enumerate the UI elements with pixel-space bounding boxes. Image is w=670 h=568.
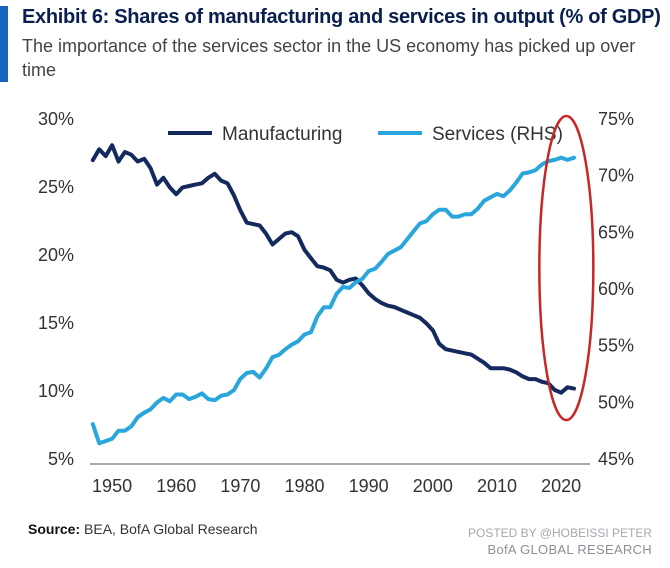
series-line-manufacturing [90,143,576,395]
right-axis-tick-label: 50% [598,392,634,412]
x-axis-tick-label: 2020 [541,476,581,496]
x-axis-tick-label: 1990 [349,476,389,496]
left-axis-tick-label: 30% [38,109,74,129]
x-axis-tick-label: 2000 [413,476,453,496]
left-axis-tick-label: 5% [48,449,74,469]
source-text: BEA, BofA Global Research [84,521,258,537]
left-axis-tick-label: 15% [38,313,74,333]
left-axis-tick-label: 10% [38,381,74,401]
accent-bar [0,6,8,82]
x-axis-tick-label: 1980 [285,476,325,496]
left-axis-tick-label: 25% [38,177,74,197]
legend-label-services: Services (RHS) [432,124,563,145]
watermark-bottom: BofA GLOBAL RESEARCH [487,542,652,557]
x-axis-tick-label: 2010 [477,476,517,496]
chart-subtitle: The importance of the services sector in… [22,36,636,80]
line-chart: 5% 10% 15% 20% 25% 30% 45% 50% 55% 60% 65% 70% 75% 19… [38,109,634,496]
watermark-top: POSTED BY @HOBEISSI PETER [467,526,652,540]
right-axis-tick-label: 45% [598,449,634,469]
highlight-ellipse [538,114,595,422]
right-axis-tick-label: 55% [598,336,634,356]
right-axis-tick-label: 75% [598,109,634,129]
right-axis-tick-label: 65% [598,222,634,242]
series-line-services [90,155,576,446]
x-axis-tick-label: 1970 [220,476,260,496]
legend-label-manufacturing: Manufacturing [222,124,342,145]
right-axis-tick-label: 70% [598,166,634,186]
right-axis-tick-label: 60% [598,279,634,299]
left-axis-tick-label: 20% [38,245,74,265]
chart-title: Exhibit 6: Shares of manufacturing and s… [22,6,661,28]
source-label: Source: [28,521,81,537]
x-axis-tick-label: 1960 [156,476,196,496]
source-note: Source: BEA, BofA Global Research [28,521,258,537]
x-axis-tick-label: 1950 [92,476,132,496]
